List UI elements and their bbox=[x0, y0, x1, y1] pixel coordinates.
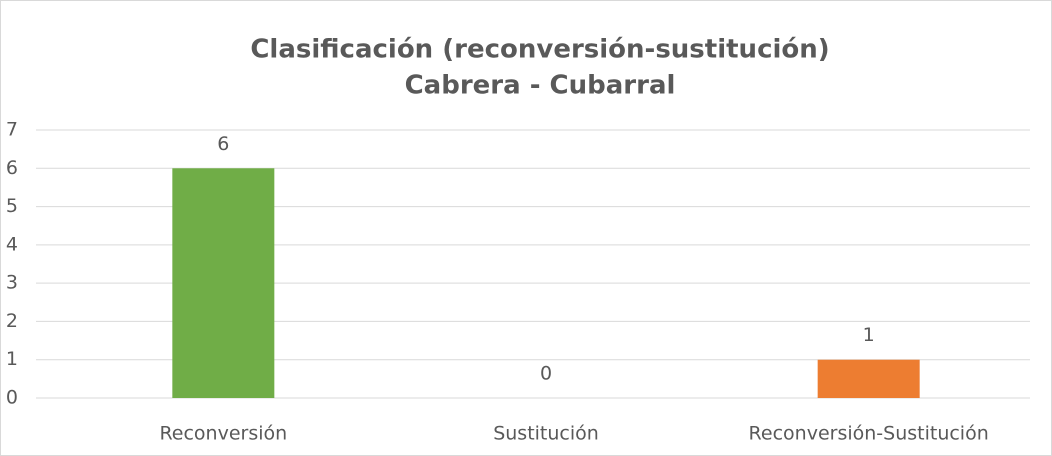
data-label: 1 bbox=[863, 324, 875, 346]
x-tick-label: Reconversión-Sustitución bbox=[749, 423, 989, 445]
data-label: 0 bbox=[540, 363, 552, 385]
y-tick-label: 1 bbox=[6, 348, 18, 370]
data-label: 6 bbox=[217, 133, 229, 155]
bar bbox=[172, 168, 275, 398]
y-tick-label: 0 bbox=[6, 387, 18, 409]
y-tick-label: 3 bbox=[6, 272, 18, 294]
bar bbox=[817, 359, 920, 398]
y-tick-label: 5 bbox=[6, 195, 18, 217]
y-tick-label: 2 bbox=[6, 310, 18, 332]
chart-title: Clasificación (reconversión-sustitución) bbox=[250, 35, 829, 65]
y-tick-label: 6 bbox=[6, 157, 18, 179]
y-tick-label: 7 bbox=[6, 119, 18, 141]
x-tick-label: Reconversión bbox=[159, 423, 287, 445]
chart-title: Cabrera - Cubarral bbox=[405, 71, 676, 101]
y-tick-label: 4 bbox=[6, 233, 18, 255]
x-tick-label: Sustitución bbox=[493, 423, 599, 445]
